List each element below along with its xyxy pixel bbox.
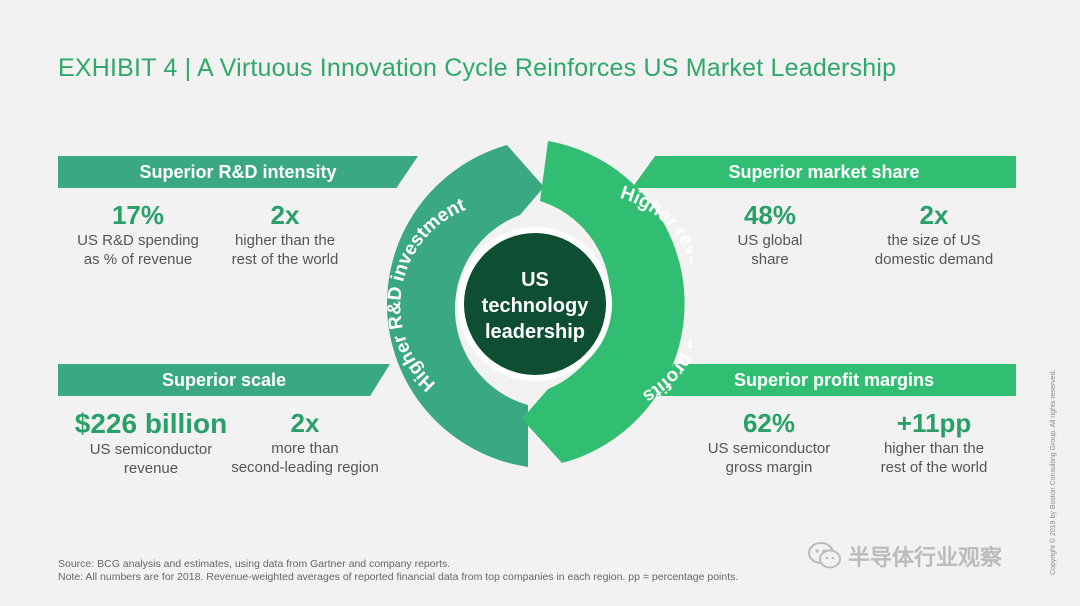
center-text-line2: technology [482, 295, 590, 317]
stat-desc: the size of US [887, 232, 981, 249]
left-arc-shape [386, 145, 544, 467]
stat-desc: more than [271, 440, 339, 457]
stat-value: 48% [743, 200, 797, 230]
footer-note: Note: All numbers are for 2018. Revenue-… [58, 571, 739, 583]
right-arc-shape [522, 141, 685, 463]
stat-desc: share [751, 251, 789, 268]
watermark-text: 半导体行业观察 [848, 545, 1003, 570]
stat-semi-revenue: $226 billion US semiconductor revenue [58, 408, 244, 478]
stat-share-multiple: 2x the size of US domestic demand [862, 200, 1006, 269]
banner-rd-intensity: Superior R&D intensity [58, 156, 418, 188]
stat-rd-spending: 17% US R&D spending as % of revenue [68, 200, 208, 269]
stat-desc: domestic demand [874, 251, 994, 268]
stat-desc: US semiconductor [707, 440, 831, 457]
stat-desc: US R&D spending [77, 232, 199, 249]
stat-desc: US global [737, 232, 803, 249]
stat-desc: second-leading region [231, 459, 379, 476]
watermark: 半导体行业观察 [808, 540, 1002, 572]
banner-scale: Superior scale [58, 364, 390, 396]
stat-value: +11pp [896, 408, 972, 438]
stat-desc: revenue [123, 460, 179, 477]
stat-desc: rest of the world [231, 251, 339, 268]
stat-value: 17% [111, 200, 165, 230]
stat-desc: as % of revenue [83, 251, 193, 268]
stat-global-share: 48% US global share [700, 200, 840, 269]
banner-rd-intensity-label: Superior R&D intensity [139, 162, 337, 182]
stat-desc: rest of the world [880, 459, 988, 476]
wechat-icon [808, 542, 841, 569]
footer-source: Source: BCG analysis and estimates, usin… [58, 558, 451, 570]
banner-profit-margins-label: Superior profit margins [733, 370, 935, 390]
stat-value: 62% [742, 408, 796, 438]
stat-value: $226 billion [74, 408, 228, 439]
footer-notes: Source: BCG analysis and estimates, usin… [58, 558, 738, 584]
stat-desc: higher than the [234, 232, 336, 249]
stat-value: 2x [290, 408, 320, 438]
center-circle-core [464, 233, 606, 375]
banner-market-share-label: Superior market share [728, 162, 920, 182]
stat-gross-margin: 62% US semiconductor gross margin [694, 408, 844, 477]
stat-desc: gross margin [725, 459, 813, 476]
banner-market-share: Superior market share [632, 156, 1016, 188]
stat-desc: US semiconductor [89, 441, 213, 458]
banner-scale-label: Superior scale [161, 370, 287, 390]
stat-desc: higher than the [883, 440, 985, 457]
center-text-line3: leadership [485, 321, 585, 343]
banner-profit-margins: Superior profit margins [652, 364, 1016, 396]
center-text-line1: US [521, 269, 549, 291]
innovation-cycle-diagram: US technology leadership Higher R&D inve… [384, 141, 692, 467]
stat-value: 2x [270, 200, 300, 230]
stat-rd-multiple: 2x higher than the rest of the world [220, 200, 350, 269]
copyright-text: Copyright © 2019 by Boston Consulting Gr… [1050, 369, 1057, 575]
stat-value: 2x [919, 200, 949, 230]
stat-margin-premium: +11pp higher than the rest of the world [862, 408, 1006, 477]
stat-scale-multiple: 2x more than second-leading region [225, 408, 385, 477]
page-title: EXHIBIT 4 | A Virtuous Innovation Cycle … [58, 54, 897, 82]
